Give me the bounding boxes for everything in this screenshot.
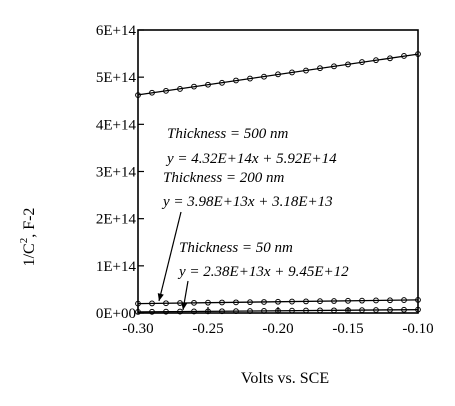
svg-text:1/C2, F-2: 1/C2, F-2 (18, 208, 38, 267)
data-point-200nm (191, 299, 197, 306)
data-point-500nm (415, 51, 421, 57)
y-axis-title-rest: , F-2 (21, 208, 38, 238)
data-point-200nm (373, 297, 379, 304)
data-point-500nm (233, 77, 239, 84)
y-axis-title-main: 1/C (21, 243, 38, 266)
data-point-200nm (415, 296, 421, 303)
data-point-500nm (205, 81, 211, 88)
data-point-50nm (289, 307, 295, 314)
data-point-50nm (373, 307, 379, 313)
x-tick-label: -0.15 (332, 321, 363, 337)
data-point-200nm (331, 298, 337, 304)
data-point-500nm (261, 73, 267, 80)
annotation-layer: Thickness = 500 nm y = 4.32E+14x + 5.92E… (157, 126, 349, 311)
data-point-500nm (135, 92, 141, 98)
data-point-500nm (401, 53, 407, 59)
x-tick-label: -0.30 (122, 321, 153, 337)
data-point-200nm (135, 300, 141, 307)
fit-line-500nm (137, 53, 419, 96)
axes-layer: 0E+00 1E+14 2E+14 3E+14 4E+14 5E+14 6E+14 -0.30… (96, 23, 434, 337)
data-point-500nm (345, 61, 351, 68)
annotation-50nm-name: Thickness = 50 nm (179, 240, 293, 256)
data-point-50nm (149, 308, 155, 315)
data-point-200nm (387, 297, 393, 304)
data-point-500nm (289, 69, 295, 76)
data-point-500nm (275, 71, 281, 78)
data-point-50nm (359, 307, 365, 314)
data-point-200nm (275, 298, 281, 305)
y-tick-label: 4E+14 (96, 117, 137, 133)
x-tick-label: -0.10 (402, 321, 433, 337)
data-point-200nm (219, 299, 225, 306)
data-point-50nm (177, 308, 183, 315)
data-point-50nm (233, 308, 239, 315)
data-point-200nm (345, 297, 351, 304)
data-point-50nm (303, 307, 309, 314)
y-tick-label: 5E+14 (96, 70, 137, 86)
data-point-50nm (219, 308, 225, 315)
x-axis-title: Volts vs. SCE (241, 370, 329, 387)
arrow-200nm-shaft (158, 211, 182, 302)
data-point-50nm (401, 306, 407, 313)
data-point-50nm (191, 308, 197, 315)
data-point-200nm (233, 299, 239, 306)
data-point-50nm (163, 308, 169, 315)
annotation-200nm-name: Thickness = 200 nm (163, 170, 285, 186)
arrow-200nm-head (157, 293, 164, 301)
data-point-500nm (247, 75, 253, 82)
x-tick-label: -0.25 (192, 321, 223, 337)
data-point-500nm (177, 86, 183, 92)
data-point-200nm (303, 298, 309, 305)
data-point-500nm (387, 55, 393, 62)
data-point-200nm (317, 298, 323, 305)
annotation-500nm-equation: y = 4.32E+14x + 5.92E+14 (165, 151, 337, 167)
data-point-200nm (289, 298, 295, 305)
data-point-50nm (317, 307, 323, 314)
data-point-200nm (247, 299, 253, 306)
annotation-200nm-equation: y = 3.98E+13x + 3.18E+13 (161, 194, 333, 210)
data-point-200nm (149, 300, 155, 307)
y-tick-label: 2E+14 (96, 212, 137, 228)
y-tick-label: 0E+00 (96, 306, 136, 322)
data-point-500nm (163, 87, 169, 94)
data-point-500nm (219, 79, 225, 86)
data-point-200nm (205, 299, 211, 306)
y-axis-title: 1/C2, F-2 (18, 208, 38, 267)
x-tick-label: -0.20 (262, 321, 293, 337)
data-point-50nm (331, 307, 337, 314)
data-point-500nm (303, 67, 309, 74)
data-point-200nm (401, 297, 407, 303)
annotation-50nm-equation: y = 2.38E+13x + 9.45E+12 (177, 264, 349, 280)
data-point-50nm (387, 306, 393, 313)
data-point-500nm (191, 83, 197, 90)
y-axis-title-superscript: 2 (18, 238, 30, 244)
data-point-200nm (163, 300, 169, 307)
y-tick-label: 1E+14 (96, 259, 137, 275)
data-point-500nm (317, 65, 323, 72)
arrow-50nm-head (181, 302, 188, 310)
data-point-50nm (247, 308, 253, 314)
annotation-500nm-name: Thickness = 500 nm (167, 126, 289, 142)
y-tick-label: 3E+14 (96, 165, 137, 181)
data-point-500nm (331, 63, 337, 70)
data-point-200nm (359, 297, 365, 304)
data-point-50nm (261, 308, 267, 314)
data-point-200nm (261, 299, 267, 305)
data-point-500nm (359, 59, 365, 65)
data-point-500nm (149, 89, 155, 96)
data-point-500nm (373, 57, 379, 64)
y-tick-label: 6E+14 (96, 23, 137, 39)
